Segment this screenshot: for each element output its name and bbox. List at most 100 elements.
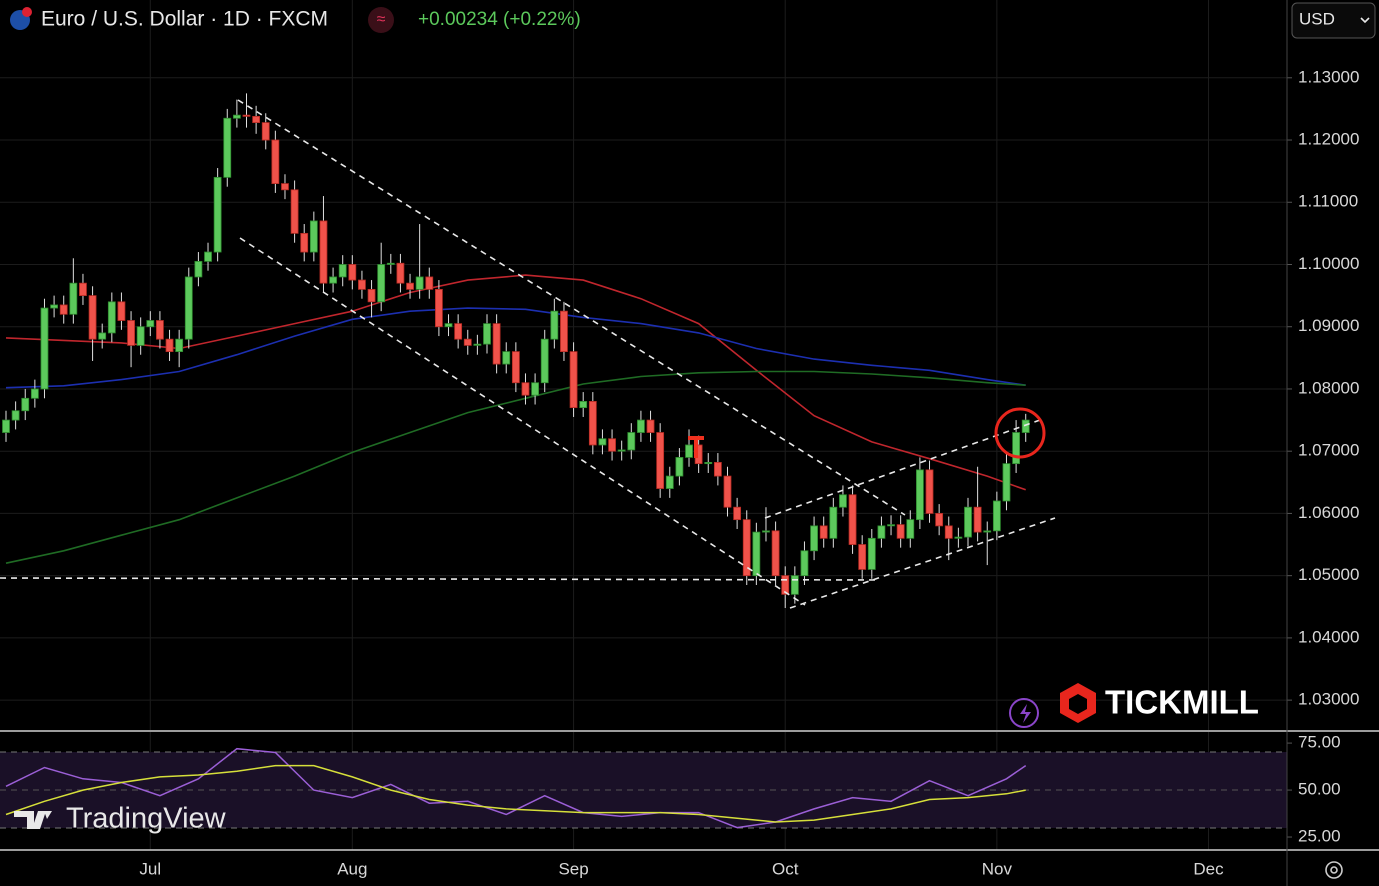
candle-body: [511, 351, 520, 384]
x-tick-label: Sep: [558, 859, 588, 878]
brand-name: TICKMILL: [1105, 684, 1259, 721]
candle-body: [1012, 432, 1020, 465]
candle-body: [540, 338, 549, 384]
candle-body: [271, 139, 280, 184]
candle-body: [213, 176, 222, 253]
x-tick-label: Nov: [982, 859, 1013, 878]
candle-body: [675, 457, 684, 477]
candle-body: [973, 506, 982, 533]
candle-body: [983, 530, 992, 533]
candle-body: [79, 282, 87, 297]
candle-body: [454, 323, 463, 340]
symbol-title: Euro / U.S. Dollar · 1D · FXCM: [41, 8, 328, 31]
settings-icon: [1330, 866, 1338, 874]
candle-body: [906, 519, 915, 539]
candle-body: [550, 310, 559, 340]
watermark-logo: [14, 811, 52, 829]
candle-body: [887, 524, 895, 527]
y-tick-label: 1.13000: [1298, 67, 1359, 86]
candle-body: [771, 530, 780, 577]
currency-select[interactable]: [1291, 2, 1376, 39]
candle-body: [165, 338, 174, 353]
candle-body: [964, 506, 972, 538]
candle-body: [329, 276, 337, 284]
candle-body: [867, 537, 876, 570]
x-tick-label: Jul: [139, 859, 161, 878]
candle-body: [723, 475, 732, 508]
y-tick-label: 1.10000: [1298, 254, 1359, 273]
candle-body: [425, 276, 434, 290]
candle-body: [88, 295, 97, 340]
candle-body: [406, 282, 414, 290]
candle-body: [704, 461, 713, 465]
highlight-circle: [994, 407, 1046, 459]
channel-line: [237, 99, 906, 516]
candle-body: [473, 343, 482, 346]
candle-body: [665, 475, 674, 489]
candle-body: [617, 449, 626, 452]
candle-body: [252, 115, 261, 124]
candle-body: [194, 260, 203, 278]
grid: [0, 0, 1292, 850]
candle-body: [463, 338, 472, 346]
candle-body: [733, 506, 742, 521]
candle-body: [521, 382, 530, 396]
candle-body: [627, 432, 636, 451]
candle-body: [646, 419, 655, 433]
candle-body: [146, 320, 155, 328]
lightning-icon: [1020, 704, 1031, 723]
candle-body: [50, 304, 58, 309]
candle-body: [713, 461, 722, 477]
candle-body: [1002, 463, 1011, 502]
support-line: [0, 577, 881, 581]
candle-body: [1021, 419, 1030, 433]
candle-body: [261, 122, 270, 141]
candle-body: [637, 419, 645, 433]
candle-body: [858, 544, 867, 570]
candle-body: [483, 323, 491, 345]
candle-body: [309, 220, 318, 253]
indicator-icon[interactable]: [368, 7, 394, 33]
candle-body: [598, 438, 607, 446]
y-tick-label: 1.07000: [1298, 441, 1359, 460]
channel-line: [239, 237, 806, 606]
y-tick-label: 1.06000: [1298, 503, 1359, 522]
candle-body: [781, 575, 790, 595]
candle-body: [415, 276, 424, 290]
candle-body: [204, 251, 212, 262]
candle-body: [2, 419, 10, 433]
candle-body: [184, 276, 193, 340]
y-tick-label: 1.12000: [1298, 130, 1359, 149]
candle-body: [954, 536, 963, 539]
x-tick-label: Oct: [772, 859, 799, 878]
rsi-line: [5, 764, 1026, 823]
candle-body: [502, 351, 511, 365]
settings-button[interactable]: [1325, 861, 1343, 879]
x-tick-label: Aug: [337, 859, 367, 878]
rsi-tick-label: 75.00: [1298, 733, 1341, 752]
candle-body: [742, 519, 751, 577]
watermark: TradingView: [66, 803, 227, 835]
candle-body: [810, 525, 818, 552]
candle-body: [281, 183, 289, 191]
candle-body: [175, 338, 184, 353]
chevron: [1360, 17, 1370, 24]
candle-body: [829, 506, 838, 539]
candle-body: [896, 524, 905, 539]
flag-icon: [22, 7, 32, 17]
candle-body: [992, 500, 1001, 532]
candle-body: [319, 220, 328, 284]
lightning-button[interactable]: [1009, 698, 1039, 728]
candle-body: [925, 469, 934, 514]
candle-body: [59, 304, 68, 315]
candle-body: [127, 320, 135, 346]
indicator-icon-glyph: ≈: [377, 11, 386, 28]
candle-body: [338, 264, 347, 278]
drawings: [0, 99, 1056, 609]
y-tick-label: 1.08000: [1298, 378, 1359, 397]
candle-body: [117, 301, 126, 321]
candle-body: [11, 410, 20, 421]
candle-body: [290, 189, 299, 234]
price-change: +0.00234 (+0.22%): [418, 9, 581, 30]
